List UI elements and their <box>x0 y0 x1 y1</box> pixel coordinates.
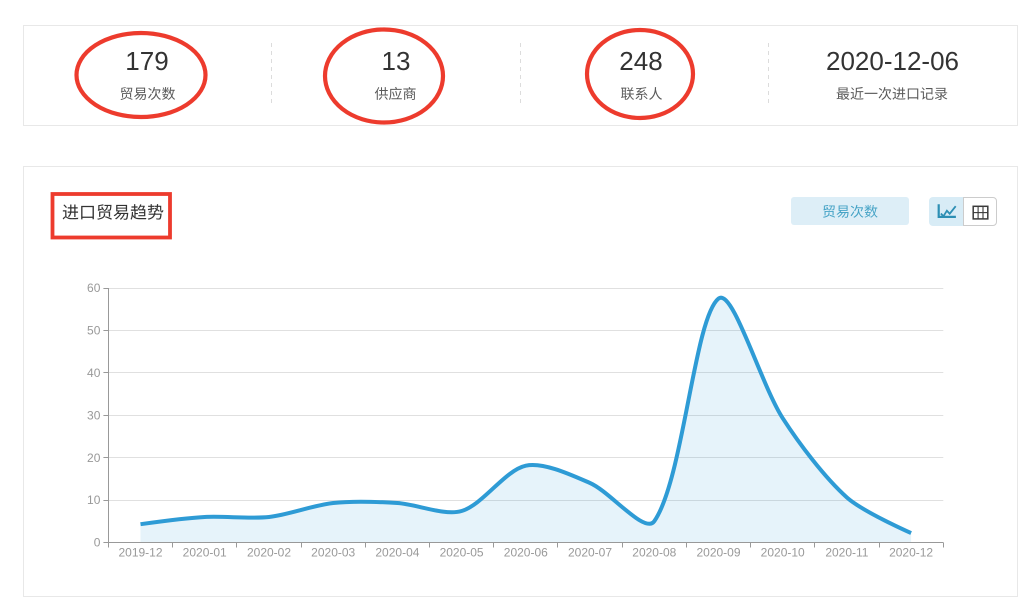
svg-text:30: 30 <box>87 408 101 422</box>
svg-text:2020-10: 2020-10 <box>761 546 805 560</box>
svg-text:60: 60 <box>87 281 101 295</box>
svg-text:2020-12: 2020-12 <box>889 546 933 560</box>
svg-text:2020-03: 2020-03 <box>311 546 355 560</box>
svg-text:0: 0 <box>94 536 101 550</box>
svg-text:2019-12: 2019-12 <box>118 546 162 560</box>
svg-text:2020-04: 2020-04 <box>375 546 419 560</box>
svg-text:2020-08: 2020-08 <box>632 546 676 560</box>
svg-text:50: 50 <box>87 324 101 338</box>
svg-text:2020-11: 2020-11 <box>825 546 868 560</box>
svg-text:2020-01: 2020-01 <box>183 546 227 560</box>
svg-text:2020-05: 2020-05 <box>440 546 484 560</box>
svg-text:2020-07: 2020-07 <box>568 546 612 560</box>
svg-text:2020-02: 2020-02 <box>247 546 291 560</box>
svg-text:10: 10 <box>87 493 101 507</box>
svg-text:2020-09: 2020-09 <box>696 546 740 560</box>
svg-text:40: 40 <box>87 366 101 380</box>
svg-text:2020-06: 2020-06 <box>504 546 548 560</box>
svg-text:20: 20 <box>87 451 101 465</box>
